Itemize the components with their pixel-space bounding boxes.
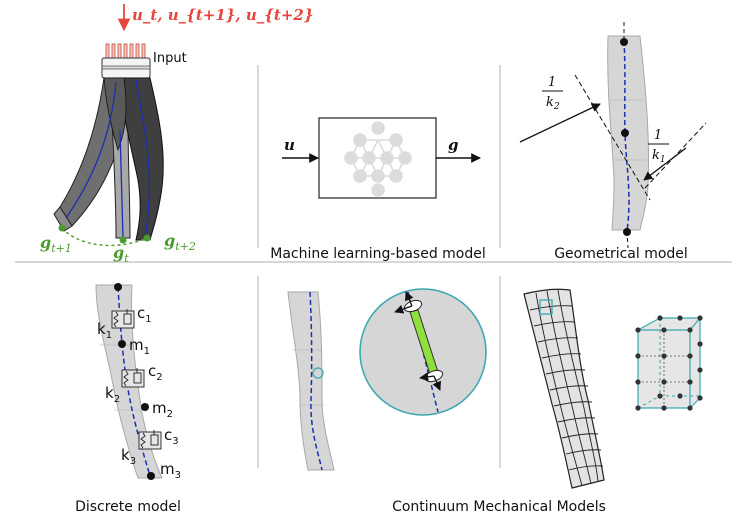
fem-element-highlight <box>539 299 553 315</box>
discrete-model-panel: k1 c1 m1 k2 c2 m2 k3 c3 m3 Discrete mode… <box>75 283 181 515</box>
ml-model-caption: Machine learning-based model <box>270 246 486 262</box>
ml-input-symbol: u <box>284 136 295 154</box>
continuum-mesh-panel <box>523 288 703 489</box>
fem-element-3d-icon <box>635 315 703 411</box>
panel-dividers <box>15 65 732 468</box>
fem-mesh-body <box>523 288 605 489</box>
geometric-model-panel: 1 k2 1 k1 Geometrical model <box>519 22 707 262</box>
continuum-rod-panel <box>287 288 487 471</box>
robot-backbone-right <box>135 79 151 239</box>
input-vectors-label: u_t, u_{t+1}, u_{t+2} <box>132 6 314 24</box>
zoom-region-marker <box>312 367 324 379</box>
tip-point-t2 <box>143 234 151 242</box>
discrete-c2: c2 <box>148 362 163 383</box>
discrete-model-caption: Discrete model <box>75 499 181 515</box>
output-g-t: gt <box>113 243 129 265</box>
connector-pins-icon <box>105 43 146 59</box>
spring-damper-2-icon <box>121 368 145 388</box>
discrete-m2: m2 <box>152 399 173 420</box>
mass-3 <box>147 472 155 480</box>
mass-1 <box>118 340 126 348</box>
tip-point-t <box>119 236 127 244</box>
robot-backbone-center <box>119 129 124 239</box>
neural-network-icon <box>344 121 412 197</box>
spring-damper-1-icon <box>111 309 135 329</box>
curvature-k1-numerator: 1 <box>654 128 662 143</box>
tip-point-t1 <box>58 224 66 232</box>
discrete-k1: k1 <box>97 320 112 341</box>
curvature-k1-denominator: k1 <box>652 148 666 165</box>
robot-right-arm <box>119 77 164 241</box>
output-g-t1: gt+1 <box>40 233 72 255</box>
cross-section-force-arrows <box>394 291 441 391</box>
robot-backbone-left <box>65 81 117 219</box>
continuum-models-caption: Continuum Mechanical Models <box>392 499 606 515</box>
discrete-c3: c3 <box>164 426 179 447</box>
discrete-m1: m1 <box>129 336 150 357</box>
discrete-k3: k3 <box>121 446 136 467</box>
continuum-backbone <box>309 291 323 471</box>
geometric-model-caption: Geometrical model <box>554 246 688 262</box>
discrete-k2: k2 <box>105 384 120 405</box>
fem-mesh-lines <box>529 289 604 487</box>
mass-2 <box>141 403 149 411</box>
discrete-m3: m3 <box>160 460 181 481</box>
input-label: Input <box>153 51 187 66</box>
discrete-c1: c1 <box>137 304 152 325</box>
tip-trajectory-arc <box>61 227 148 247</box>
soft-robot-panel: u_t, u_{t+1}, u_{t+2} Input <box>40 4 314 265</box>
ml-model-panel: u <box>270 117 486 262</box>
spring-damper-3-icon <box>138 430 162 450</box>
output-g-t2: gt+2 <box>164 231 196 253</box>
curvature-k2-numerator: 1 <box>548 75 556 90</box>
curvature-k2-denominator: k2 <box>546 95 560 112</box>
ml-output-symbol: g <box>448 136 459 154</box>
geometric-backbone <box>623 39 630 232</box>
node-base <box>114 283 122 291</box>
